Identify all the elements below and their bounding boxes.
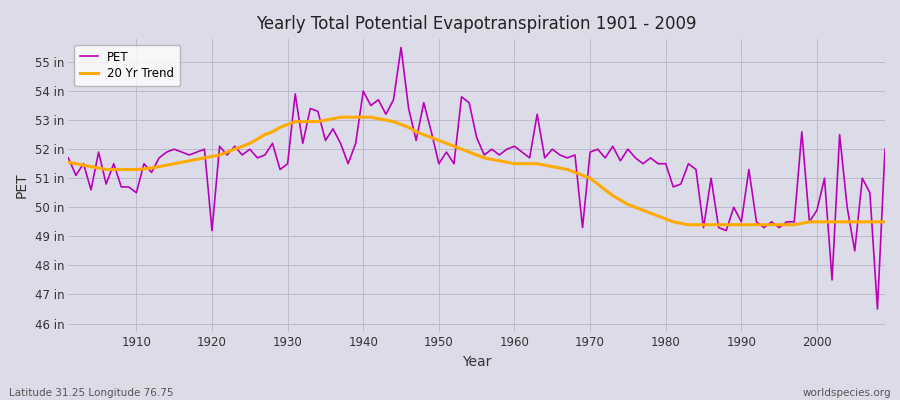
PET — [123, 184, 134, 189]
20 Yr Trend — [123, 167, 134, 172]
20 Yr Trend — [63, 160, 74, 165]
PET — [290, 92, 301, 96]
Text: worldspecies.org: worldspecies.org — [803, 388, 891, 398]
Line: PET: PET — [68, 48, 885, 309]
20 Yr Trend — [683, 222, 694, 227]
PET — [872, 307, 883, 312]
PET — [517, 150, 527, 154]
20 Yr Trend — [343, 115, 354, 120]
Legend: PET, 20 Yr Trend: PET, 20 Yr Trend — [75, 45, 180, 86]
20 Yr Trend — [879, 220, 890, 224]
Y-axis label: PET: PET — [15, 173, 29, 198]
20 Yr Trend — [335, 115, 346, 120]
PET — [608, 144, 618, 149]
Text: Latitude 31.25 Longitude 76.75: Latitude 31.25 Longitude 76.75 — [9, 388, 174, 398]
PET — [879, 147, 890, 152]
PET — [396, 45, 407, 50]
Line: 20 Yr Trend: 20 Yr Trend — [68, 117, 885, 225]
PET — [509, 144, 520, 149]
PET — [335, 141, 346, 146]
Title: Yearly Total Potential Evapotranspiration 1901 - 2009: Yearly Total Potential Evapotranspiratio… — [256, 15, 697, 33]
20 Yr Trend — [608, 193, 618, 198]
X-axis label: Year: Year — [462, 355, 491, 369]
PET — [63, 156, 74, 160]
20 Yr Trend — [509, 161, 520, 166]
20 Yr Trend — [517, 161, 527, 166]
20 Yr Trend — [290, 119, 301, 124]
